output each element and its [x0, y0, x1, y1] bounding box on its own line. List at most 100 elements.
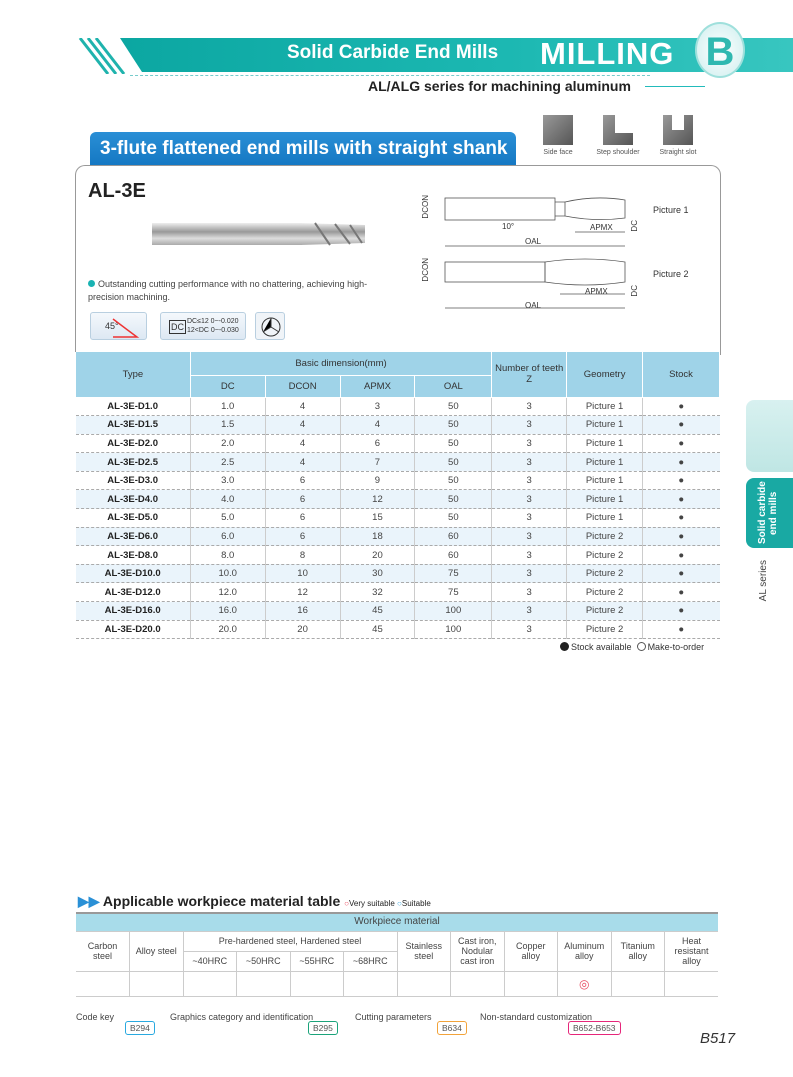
footer-link-label[interactable]: Graphics category and identification	[170, 1012, 314, 1022]
table-row: AL-3E-D3.0 3.0 6 9 50 3 Picture 1 ●	[75, 471, 720, 491]
series-subtitle: AL/ALG series for machining aluminum	[368, 78, 631, 94]
legend-label: Very suitable	[348, 899, 395, 908]
col-50hrc: ~50HRC	[236, 951, 290, 972]
table-row: AL-3E-D16.0 16.0 16 45 100 3 Picture 2 ●	[75, 601, 720, 621]
tolerance-line: DC≤12 0~-0.020	[187, 318, 239, 325]
cell-dc: 2.5	[189, 452, 266, 472]
product-title: 3-flute flattened end mills with straigh…	[90, 132, 516, 166]
header-banner	[120, 38, 793, 72]
cell-apmx: 9	[339, 471, 415, 491]
cell-dc: 3.0	[189, 471, 266, 491]
cell-stock: ●	[642, 397, 720, 417]
cell-type: AL-3E-D5.0	[75, 508, 191, 528]
cell-z: 3	[491, 545, 567, 565]
dc-label: DC	[630, 285, 639, 297]
chapter-badge: B	[695, 22, 745, 78]
col-dc: DC	[189, 375, 266, 398]
dc-label: DC	[630, 220, 639, 232]
make-to-order-icon	[636, 642, 646, 651]
table-row: AL-3E-D4.0 4.0 6 12 50 3 Picture 1 ●	[75, 489, 720, 510]
cell-geometry: Picture 1	[566, 434, 643, 454]
cell-oal: 60	[414, 527, 492, 547]
cell-z: 3	[491, 527, 567, 547]
cell-type: AL-3E-D1.5	[75, 415, 191, 435]
bullet-icon	[88, 280, 95, 287]
cell-z: 3	[491, 620, 567, 640]
side-tab-inactive[interactable]	[746, 400, 793, 472]
cell-geometry: Picture 2	[566, 582, 643, 603]
cell-dc: 1.0	[189, 397, 266, 417]
table-row: AL-3E-D2.5 2.5 4 7 50 3 Picture 1 ●	[75, 452, 720, 472]
dcon-label: DCON	[421, 195, 430, 219]
cell-z: 3	[491, 471, 567, 491]
footer-page-ref[interactable]: B295	[308, 1021, 338, 1035]
cell-stock: ●	[642, 452, 720, 472]
cell-geometry: Picture 1	[566, 471, 643, 491]
material-header: Workpiece material	[76, 913, 718, 932]
side-tab-solid-carbide[interactable]: Solid carbide end mills	[746, 478, 793, 548]
cell-dc: 5.0	[189, 508, 266, 528]
material-table: Workpiece material Carbon steel Alloy ste…	[76, 912, 718, 997]
tolerance-line: 12<DC 0~-0.030	[187, 327, 239, 334]
cell-dc: 4.0	[189, 489, 266, 510]
cell-stock: ●	[642, 620, 720, 640]
step-shoulder-icon: Step shoulder	[593, 115, 643, 156]
side-tab-label: Solid carbide end mills	[756, 481, 779, 545]
apmx-label: APMX	[585, 287, 608, 296]
cell-dcon: 4	[264, 397, 341, 417]
col-stainless: Stainless steel	[396, 931, 451, 972]
dcon-label: DCON	[421, 258, 430, 282]
cell-oal: 50	[414, 397, 492, 417]
cell-geometry: Picture 2	[566, 620, 643, 640]
cell-z: 3	[491, 508, 567, 528]
cell-oal: 100	[414, 620, 492, 640]
dc-label: DC	[169, 320, 186, 334]
double-chevron-icon: ▶▶	[78, 893, 100, 909]
footer-link-label[interactable]: Cutting parameters	[355, 1012, 432, 1022]
footer-page-ref[interactable]: B652-B653	[568, 1021, 621, 1035]
stock-legend: Stock available Make-to-order	[560, 642, 704, 652]
cell-dcon: 4	[264, 452, 341, 472]
footer-link-label[interactable]: Code key	[76, 1012, 115, 1022]
cell-stock: ●	[642, 471, 720, 491]
divider	[645, 86, 705, 87]
footer-page-ref[interactable]: B634	[437, 1021, 467, 1035]
cell-dcon: 4	[264, 434, 341, 454]
cell-apmx: 12	[339, 489, 415, 510]
col-hardened-steel: Pre-hardened steel, Hardened steel	[182, 931, 397, 952]
angle-label: 10°	[502, 222, 515, 231]
cell-apmx: 4	[339, 415, 415, 435]
cell-stock: ●	[642, 564, 720, 584]
cell-dcon: 16	[264, 601, 341, 621]
table-row: AL-3E-D1.0 1.0 4 3 50 3 Picture 1 ●	[75, 397, 720, 417]
table-row: AL-3E-D6.0 6.0 6 18 60 3 Picture 2 ●	[75, 527, 720, 547]
footer-link-label[interactable]: Non-standard customization	[480, 1012, 593, 1022]
operation-label: Straight slot	[659, 149, 697, 156]
cell-z: 3	[491, 582, 567, 603]
cell-z: 3	[491, 452, 567, 472]
cell-dcon: 6	[264, 508, 341, 528]
col-stock: Stock	[642, 352, 720, 398]
footer-page-ref[interactable]: B294	[125, 1021, 155, 1035]
cell-oal: 50	[414, 508, 492, 528]
cell-oal: 75	[414, 582, 492, 603]
cell-oal: 50	[414, 415, 492, 435]
three-flute-icon	[255, 312, 285, 340]
cell-oal: 50	[414, 471, 492, 491]
cell-apmx: 15	[339, 508, 415, 528]
col-type: Type	[75, 352, 191, 398]
cell-apmx: 32	[339, 582, 415, 603]
cell-dcon: 6	[264, 489, 341, 510]
cell-oal: 50	[414, 434, 492, 454]
col-titanium: Titanium alloy	[610, 931, 665, 972]
table-row: AL-3E-D5.0 5.0 6 15 50 3 Picture 1 ●	[75, 508, 720, 528]
table-row: AL-3E-D1.5 1.5 4 4 50 3 Picture 1 ●	[75, 415, 720, 435]
product-box	[75, 165, 721, 355]
stock-available-icon	[560, 642, 569, 651]
cell-dc: 16.0	[189, 601, 266, 621]
cell-dc: 12.0	[189, 582, 266, 603]
cell-type: AL-3E-D6.0	[75, 527, 191, 547]
cell-z: 3	[491, 434, 567, 454]
col-40hrc: ~40HRC	[182, 951, 237, 972]
col-55hrc: ~55HRC	[289, 951, 344, 972]
